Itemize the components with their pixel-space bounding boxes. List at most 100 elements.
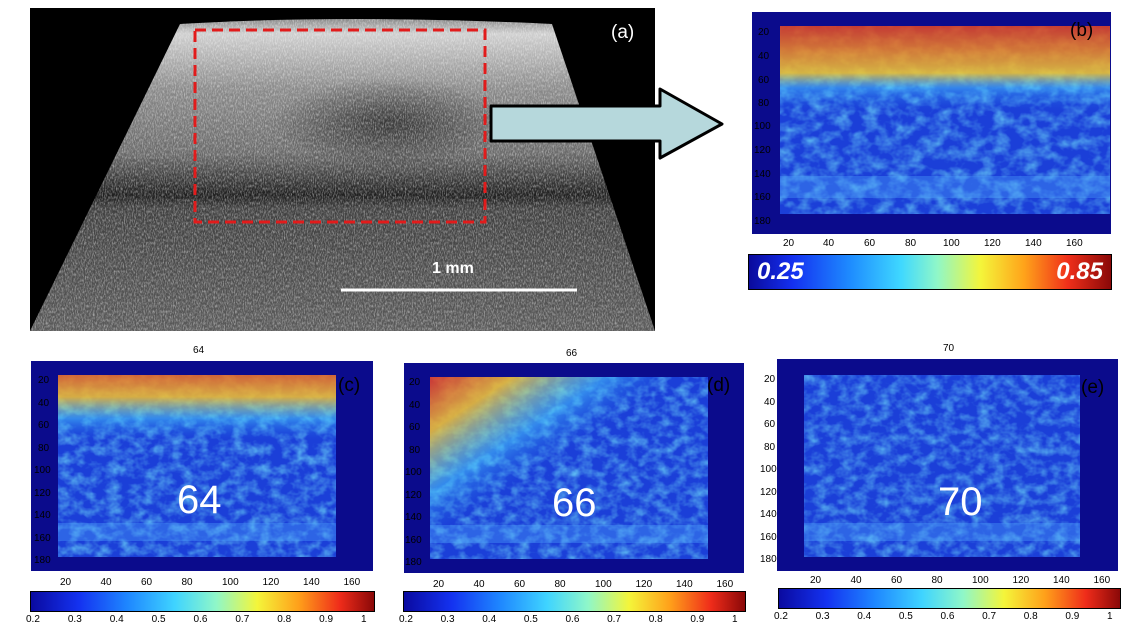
- colorbar-tick: 1: [1107, 611, 1113, 622]
- y-tick: 140: [760, 509, 777, 520]
- y-tick: 80: [764, 441, 776, 453]
- x-tick: 60: [891, 575, 903, 586]
- colorbar-tick: 0.2: [26, 614, 40, 625]
- y-tick: 160: [760, 531, 777, 543]
- colorbar-tick: 1: [361, 614, 367, 625]
- y-tick: 160: [34, 532, 51, 544]
- colorbar-tick: 0.9: [1065, 611, 1080, 622]
- roi-dashed-box: [193, 28, 487, 224]
- y-tick: 160: [405, 534, 422, 546]
- colorbar-tick: 0.4: [482, 614, 497, 625]
- y-tick: 40: [764, 396, 776, 408]
- ultrasound-image: [30, 8, 655, 331]
- x-tick: 100: [222, 577, 239, 588]
- y-tick: 180: [760, 554, 777, 565]
- x-tick: 160: [343, 577, 361, 588]
- colorbar-tick: 0.7: [982, 611, 997, 622]
- x-tick: 140: [303, 577, 320, 588]
- y-tick: 120: [34, 487, 51, 499]
- x-tick: 20: [60, 577, 72, 588]
- colorbar-tick: 0.5: [151, 614, 166, 625]
- x-tick: 40: [850, 575, 862, 586]
- y-tick: 140: [754, 169, 771, 180]
- colorbar-tick: 0.9: [319, 614, 334, 625]
- x-tick: 100: [595, 579, 612, 590]
- y-tick: 80: [409, 444, 421, 456]
- y-tick: 60: [409, 422, 421, 433]
- panel-d-heatmap-frame: 66 (d): [404, 363, 744, 573]
- x-tick: 60: [141, 577, 153, 588]
- x-tick: 120: [635, 579, 653, 590]
- y-tick: 20: [764, 374, 776, 385]
- x-tick: 140: [1053, 575, 1070, 586]
- panel-c-letter: (c): [338, 375, 361, 396]
- x-tick: 80: [181, 577, 193, 588]
- panel-e-letter: (e): [1081, 377, 1105, 398]
- colorbar-tick: 0.5: [898, 611, 913, 622]
- panel-a-letter: (a): [611, 22, 635, 43]
- colorbar-tick: 0.8: [277, 614, 292, 625]
- panel-b-heatmap-frame: (b): [752, 12, 1111, 234]
- panel-d-title: 66: [566, 348, 578, 359]
- y-tick: 160: [754, 192, 771, 203]
- y-tick: 180: [34, 555, 51, 566]
- panel-e-big-label: 70: [938, 480, 983, 524]
- panel-d-big-label: 66: [552, 481, 597, 525]
- panel-d-colorbar: [403, 591, 746, 612]
- x-tick: 160: [716, 579, 734, 590]
- colorbar-tick: 0.6: [193, 614, 208, 625]
- x-tick: 40: [823, 238, 835, 249]
- colorbar-tick: 0.3: [815, 611, 830, 622]
- x-tick: 20: [433, 579, 445, 590]
- colorbar-tick: 1: [732, 614, 738, 625]
- y-tick: 180: [405, 557, 422, 568]
- panel-c-heatmap-frame: 64 (c): [31, 361, 373, 571]
- colorbar-min-label: 0.25: [757, 258, 804, 285]
- y-tick: 180: [754, 216, 771, 227]
- colorbar-tick: 0.9: [690, 614, 705, 625]
- x-tick: 40: [100, 577, 112, 588]
- colorbar-tick: 0.6: [565, 614, 580, 625]
- arrow-icon: [489, 87, 724, 160]
- colorbar-tick: 0.4: [109, 614, 124, 625]
- x-tick: 80: [905, 238, 917, 249]
- scale-bar-label: 1 mm: [432, 260, 474, 277]
- y-tick: 120: [754, 145, 771, 156]
- panel-b-letter: (b): [1070, 20, 1094, 41]
- x-tick: 20: [783, 238, 795, 249]
- panel-e-heatmap-frame: 70 (e): [777, 359, 1118, 571]
- panel-a: 1 mm (a): [30, 8, 655, 331]
- x-tick: 40: [473, 579, 485, 590]
- y-tick: 100: [760, 464, 777, 475]
- x-tick: 20: [810, 575, 822, 586]
- panel-e-colorbar: [778, 588, 1121, 609]
- x-tick: 140: [1025, 238, 1042, 249]
- y-tick: 40: [409, 399, 421, 411]
- colorbar-tick: 0.2: [399, 614, 413, 625]
- y-tick: 140: [405, 512, 422, 523]
- colorbar-tick: 0.5: [523, 614, 538, 625]
- panel-d-letter: (d): [707, 375, 731, 396]
- y-tick: 60: [764, 419, 776, 430]
- x-tick: 60: [864, 238, 876, 249]
- panel-d-heatmap: [430, 377, 708, 559]
- panel-c-heatmap: [58, 375, 336, 557]
- panel-e-title: 70: [943, 343, 955, 354]
- y-tick: 120: [405, 489, 422, 501]
- x-tick: 100: [943, 238, 960, 249]
- y-tick: 60: [758, 75, 770, 86]
- x-tick: 120: [262, 577, 280, 588]
- panel-b-heatmap: [780, 26, 1110, 214]
- panel-c-big-label: 64: [177, 478, 222, 522]
- panel-c-colorbar: [30, 591, 375, 612]
- y-tick: 20: [758, 27, 770, 38]
- y-tick: 120: [760, 486, 777, 498]
- y-tick: 40: [758, 51, 770, 62]
- colorbar-tick: 0.8: [1023, 611, 1038, 622]
- colorbar-tick: 0.3: [440, 614, 455, 625]
- panel-b-colorbar: 0.25 0.85: [748, 254, 1112, 290]
- colorbar-max-label: 0.85: [1056, 258, 1103, 285]
- colorbar-tick: 0.2: [774, 611, 788, 622]
- x-tick: 160: [1093, 575, 1111, 586]
- y-tick: 60: [38, 420, 50, 431]
